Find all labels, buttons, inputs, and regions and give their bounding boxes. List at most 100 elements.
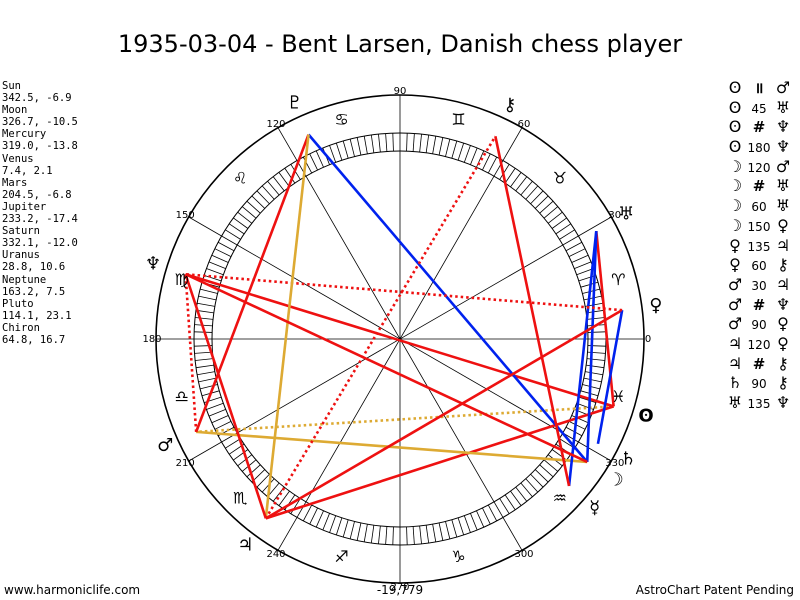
degree-tick — [406, 526, 408, 545]
degree-tick — [335, 517, 343, 536]
zodiac-sign-icon: ♌ — [233, 169, 247, 188]
degree-tick — [356, 137, 362, 156]
sign-boundary — [502, 517, 523, 551]
sun-icon: ʘ — [728, 97, 742, 117]
planet-position-list: Sun 342.5, -6.9 Moon 326.7, -10.5 Mercury 319… — [2, 80, 78, 346]
degree-tick — [206, 402, 224, 410]
degree-tick — [445, 139, 451, 157]
planet-values-mercury: 319.0, -13.8 — [2, 140, 78, 153]
degree-tick — [198, 295, 217, 301]
degree-tick — [555, 223, 572, 235]
degree-tick — [586, 358, 605, 361]
aspect-symbol: # — [752, 118, 766, 137]
degree-tick — [539, 464, 554, 478]
degree-tick — [457, 517, 465, 536]
mars-icon: ♂ — [775, 156, 791, 176]
moon-icon: ☽ — [727, 215, 743, 235]
aspect-row: ☽ 120 ♂ — [724, 157, 794, 177]
degree-tick — [432, 136, 437, 154]
degree-tick — [432, 524, 437, 542]
degree-tick — [574, 261, 592, 269]
degree-tick — [225, 229, 241, 240]
degree-tick — [451, 519, 458, 538]
planet-name-chiron: Chiron — [2, 321, 40, 334]
degree-tick — [378, 525, 381, 544]
degree-tick — [463, 145, 471, 163]
degree-tick — [543, 459, 559, 472]
planet-name-sun: Sun — [2, 80, 21, 92]
aspect-row: ♀ 135 ♃ — [724, 236, 794, 256]
degree-tick — [487, 156, 498, 174]
sign-boundary — [188, 441, 222, 462]
aspect-symbol: # — [752, 354, 766, 373]
degree-tick — [562, 235, 579, 246]
zodiac-glyphs: ♈ ♉ ♊ ♋ ♌ ♍ ♎ ♏ ♐ ♑ ♒ ♓ — [175, 110, 626, 566]
degree-tick — [267, 180, 280, 196]
venus-icon: ♀ — [777, 314, 789, 334]
degree-label: 180 — [142, 334, 161, 345]
degree-label: 0 — [645, 334, 651, 345]
degree-tick — [568, 248, 586, 257]
degree-tick — [278, 490, 290, 506]
footer-patent-notice: AstroChart Patent Pending — [635, 583, 794, 597]
degree-tick — [578, 396, 597, 404]
degree-tick — [392, 133, 394, 152]
aspect-lines — [184, 133, 624, 520]
degree-tick — [261, 185, 275, 200]
degree-tick — [214, 421, 232, 430]
degree-tick — [571, 415, 589, 424]
aspect-line — [196, 430, 588, 464]
footer-day-number: -19,779 — [376, 583, 424, 597]
degree-tick — [520, 482, 533, 498]
aspect-line — [184, 273, 268, 519]
degree-label: 150 — [176, 210, 195, 221]
planet-values-pluto: 114.1, 23.1 — [2, 309, 72, 322]
zodiac-sign-icon: ♍ — [175, 270, 189, 289]
moon-icon: ☽ — [727, 156, 743, 176]
degree-tick — [412, 526, 415, 545]
page-title: 1935-03-04 - Bent Larsen, Danish chess p… — [117, 30, 683, 58]
aspect-row: ♅ 135 ♆ — [724, 393, 794, 413]
aspect-line — [596, 309, 624, 445]
mercury-icon: ☿ — [589, 497, 600, 518]
neptune-icon: ♆ — [775, 117, 791, 137]
neptune-icon: ♆ — [775, 294, 791, 314]
aspect-symbol: # — [752, 295, 766, 314]
degree-tick — [565, 241, 583, 252]
degree-tick — [195, 364, 214, 369]
degree-tick — [237, 211, 253, 224]
aspect-row: ♂ # ♆ — [724, 295, 794, 315]
degree-tick — [406, 133, 408, 152]
zodiac-sign-icon: ♎ — [175, 387, 189, 406]
aspect-symbol: 90 — [751, 318, 767, 333]
degree-labels: 0 30 60 90 120 150 180 210 240 270 300 330 — [142, 86, 651, 593]
uranus-icon: ♅ — [727, 393, 743, 412]
aspect-row: ☽ # ♅ — [724, 176, 794, 196]
aspect-row: ʘ # ♆ — [724, 117, 794, 137]
degree-tick — [476, 150, 485, 168]
venus-icon: ♀ — [649, 295, 662, 316]
saturn-icon: ♄ — [620, 449, 636, 470]
aspect-row: ☽ 150 ♀ — [724, 216, 794, 236]
degree-tick — [370, 134, 375, 153]
sign-boundary — [277, 517, 298, 551]
zodiac-sign-icon: ♈ — [611, 270, 625, 289]
degree-tick — [256, 190, 270, 205]
degree-tick — [211, 415, 229, 424]
footer-website-link[interactable]: www.harmoniclife.com — [4, 583, 141, 597]
degree-tick — [482, 507, 491, 525]
neptune-icon: ♆ — [775, 393, 791, 412]
pluto-icon: ♇ — [287, 92, 303, 113]
zodiac-sign-icon: ♏ — [233, 488, 247, 507]
moon-icon: ☽ — [727, 196, 743, 216]
degree-tick — [585, 371, 603, 376]
degree-tick — [241, 206, 257, 219]
degree-label: 210 — [176, 458, 195, 469]
planet-values-chiron: 64.8, 16.7 — [2, 333, 66, 346]
aspect-row: ☽ 60 ♅ — [724, 196, 794, 216]
degree-tick — [476, 510, 485, 528]
degree-tick — [525, 185, 539, 200]
degree-tick — [315, 150, 324, 168]
aspect-symbol: 30 — [751, 278, 767, 293]
chiron-icon: ⚷ — [777, 353, 789, 373]
